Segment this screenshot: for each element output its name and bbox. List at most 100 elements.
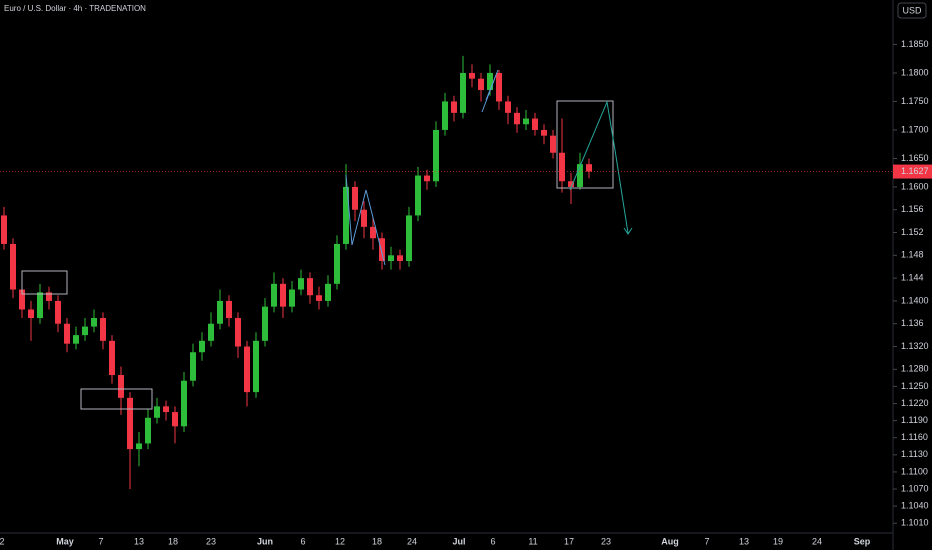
y-tick-label: 1.136 — [901, 318, 924, 328]
candle-body — [451, 101, 457, 113]
candle-body — [73, 335, 79, 344]
candle-body — [1, 215, 7, 244]
x-tick-label: 23 — [601, 536, 611, 546]
y-tick-label: 1.1750 — [901, 96, 929, 106]
x-tick-label: 18 — [168, 536, 178, 546]
candle-body — [271, 283, 277, 307]
chart-title: Euro / U.S. Dollar · 4h · TRADENATION — [4, 4, 146, 13]
x-tick-label: May — [56, 536, 74, 546]
projection-arrow — [623, 227, 633, 235]
candle-body — [370, 226, 376, 239]
x-tick-label: 24 — [812, 536, 822, 546]
candle-body — [433, 129, 439, 182]
candle-body — [361, 209, 367, 227]
candle-body — [478, 78, 484, 91]
plot — [1, 55, 592, 490]
candle-body — [505, 101, 511, 113]
candle-body — [541, 129, 547, 136]
x-tick-label: Jun — [257, 536, 273, 546]
y-tick-label: 1.1400 — [901, 295, 929, 305]
x-tick-label: 13 — [134, 536, 144, 546]
zigzag-drawing — [345, 174, 386, 266]
candle-body — [343, 186, 349, 244]
y-tick-label: 1.1320 — [901, 341, 929, 351]
x-tick-label: 12 — [335, 536, 345, 546]
candle-body — [280, 283, 286, 307]
candle-body — [424, 175, 430, 182]
x-tick-label: 7 — [704, 536, 709, 546]
y-tick-label: 1.1280 — [901, 364, 929, 374]
currency-label[interactable]: USD — [902, 5, 922, 15]
candle-body — [46, 292, 52, 301]
candle-body — [199, 340, 205, 353]
x-tick-label: Aug — [661, 536, 679, 546]
candle-body — [190, 352, 196, 381]
candle-body — [289, 289, 295, 307]
candle-body — [244, 346, 250, 393]
candle-body — [163, 406, 169, 413]
x-tick-label: 2 — [0, 536, 5, 546]
candle-body — [550, 135, 556, 153]
y-tick-label: 1.1600 — [901, 181, 929, 191]
currency-button[interactable] — [897, 2, 927, 19]
candle-body — [55, 300, 61, 324]
rectangle-drawing — [80, 388, 153, 410]
candle-body — [388, 255, 394, 262]
y-tick-label: 1.1800 — [901, 67, 929, 77]
x-tick-label: 17 — [564, 536, 574, 546]
x-tick-label: 13 — [739, 536, 749, 546]
candle-body — [253, 340, 259, 393]
candle-body — [172, 412, 178, 427]
y-tick-label: 1.1100 — [901, 466, 928, 476]
y-tick-label: 1.1040 — [901, 500, 929, 510]
last-price-box — [893, 164, 932, 179]
candle-body — [316, 295, 322, 301]
candle-body — [334, 243, 340, 284]
candle-body — [568, 181, 574, 187]
y-tick-label: 1.144 — [901, 273, 924, 283]
projection-path — [569, 100, 629, 234]
candle-body — [208, 323, 214, 341]
y-tick-label: 1.1010 — [901, 518, 929, 528]
candle-body — [460, 72, 466, 113]
y-tick-label: 1.148 — [901, 250, 924, 260]
candle-body — [577, 164, 583, 187]
candle-body — [10, 243, 16, 290]
candle-body — [496, 72, 502, 102]
y-tick-label: 1.1130 — [901, 449, 928, 459]
candle-body — [181, 380, 187, 427]
rectangle-drawing — [21, 270, 68, 295]
y-tick-label: 1.1160 — [901, 432, 928, 442]
candle-body — [262, 306, 268, 341]
candle-body — [154, 406, 160, 418]
candle-body — [523, 118, 529, 125]
zigzag-drawing — [481, 69, 499, 113]
y-tick-label: 1.1850 — [901, 39, 929, 49]
y-tick-label: 1.1220 — [901, 398, 929, 408]
drawings — [21, 69, 633, 410]
x-tick-label: Sep — [854, 536, 871, 546]
candle-body — [136, 443, 142, 450]
y-tick-label: 1.1070 — [901, 483, 929, 493]
x-tick-label: 18 — [372, 536, 382, 546]
candle-body — [514, 112, 520, 125]
candle-body — [226, 300, 232, 319]
candle-body — [559, 152, 565, 182]
candle-body — [235, 318, 241, 347]
x-tick-label: 23 — [206, 536, 216, 546]
x-tick-label: 24 — [407, 536, 417, 546]
last-price-label: 1.1627 — [901, 166, 929, 176]
candle-body — [487, 72, 493, 91]
candle-body — [127, 397, 133, 450]
candle-body — [145, 417, 151, 444]
candle-body — [397, 255, 403, 262]
y-tick-label: 1.1650 — [901, 153, 929, 163]
y-tick-label: 1.1190 — [901, 415, 928, 425]
x-tick-label: 7 — [98, 536, 103, 546]
y-tick-label: 1.1700 — [901, 124, 929, 134]
y-tick-label: 1.152 — [901, 227, 924, 237]
candle-body — [82, 326, 88, 336]
rectangle-drawing — [556, 100, 614, 189]
candle-body — [37, 292, 43, 319]
